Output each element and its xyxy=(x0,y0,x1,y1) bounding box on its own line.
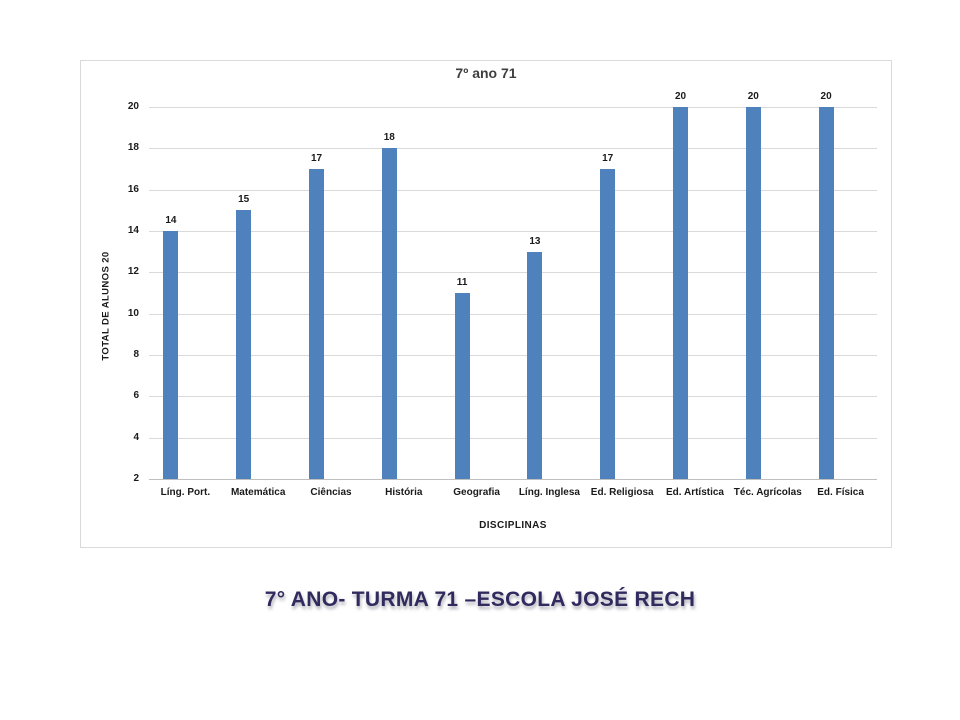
bar-4 xyxy=(381,148,397,479)
bar-value-label: 14 xyxy=(165,215,177,226)
y-tick-label: 8 xyxy=(133,349,139,360)
y-tick-label: 12 xyxy=(127,266,139,278)
x-tick-label: História xyxy=(385,487,423,498)
y-tick-label: 14 xyxy=(127,225,139,236)
gridline xyxy=(149,107,877,108)
y-tick-label: 10 xyxy=(127,307,139,319)
plot-area: 14 15 17 18 11 13 17 20 20 20 xyxy=(149,91,877,480)
gridline xyxy=(149,437,877,439)
bar-6 xyxy=(527,251,543,479)
x-tick-label: Ed. Física xyxy=(817,487,864,498)
x-tick-label: Téc. Agrícolas xyxy=(733,487,802,498)
x-axis-line xyxy=(149,479,877,480)
y-tick-label: 18 xyxy=(127,142,139,154)
chart-frame: 7º ano 71 TOTAL DE ALUNOS 20 14 15 17 18 11 1… xyxy=(80,60,892,548)
gridline xyxy=(149,396,877,398)
bar-9 xyxy=(745,107,761,479)
bar-3 xyxy=(309,169,324,479)
gridline xyxy=(149,355,877,356)
x-tick-label: Líng. Port. xyxy=(160,487,211,498)
bar-value-label: 17 xyxy=(602,153,614,164)
gridline xyxy=(149,313,877,315)
bar-value-label: 13 xyxy=(529,235,541,247)
bar-1 xyxy=(163,231,179,479)
x-tick-label: Geografia xyxy=(453,487,500,498)
bar-2 xyxy=(236,210,252,479)
gridline xyxy=(149,189,877,191)
x-tick-label: Matemática xyxy=(230,487,286,498)
y-tick-label: 20 xyxy=(127,101,139,112)
bar-5 xyxy=(454,293,470,479)
gridline xyxy=(149,148,877,150)
y-tick-label: 6 xyxy=(133,390,139,402)
x-tick-label: Ciências xyxy=(310,487,352,498)
bar-value-label: 20 xyxy=(674,91,687,102)
x-tick-label: Líng. Inglesa xyxy=(518,487,580,498)
bar-value-label: 20 xyxy=(747,91,759,102)
y-tick-label: 2 xyxy=(133,473,139,484)
x-tick-label: Ed. Religiosa xyxy=(590,487,654,498)
bar-10 xyxy=(818,107,834,479)
gridline xyxy=(149,272,877,274)
bar-8 xyxy=(673,107,688,479)
x-tick-label: Ed. Artística xyxy=(666,487,724,498)
bar-value-label: 17 xyxy=(310,153,323,164)
bar-value-label: 18 xyxy=(383,132,395,144)
y-tick-label: 16 xyxy=(127,183,139,195)
y-tick-label: 4 xyxy=(133,431,139,443)
bar-value-label: 11 xyxy=(456,277,468,288)
bar-value-label: 20 xyxy=(820,91,832,102)
x-axis-title: DISCIPLINAS xyxy=(479,520,547,531)
slide-caption: 7° ANO- TURMA 71 –ESCOLA JOSÉ RECH xyxy=(264,588,696,611)
chart-title: 7º ano 71 xyxy=(455,65,517,81)
bar-7 xyxy=(600,169,616,479)
gridline xyxy=(149,231,877,232)
bar-value-label: 15 xyxy=(238,194,250,206)
